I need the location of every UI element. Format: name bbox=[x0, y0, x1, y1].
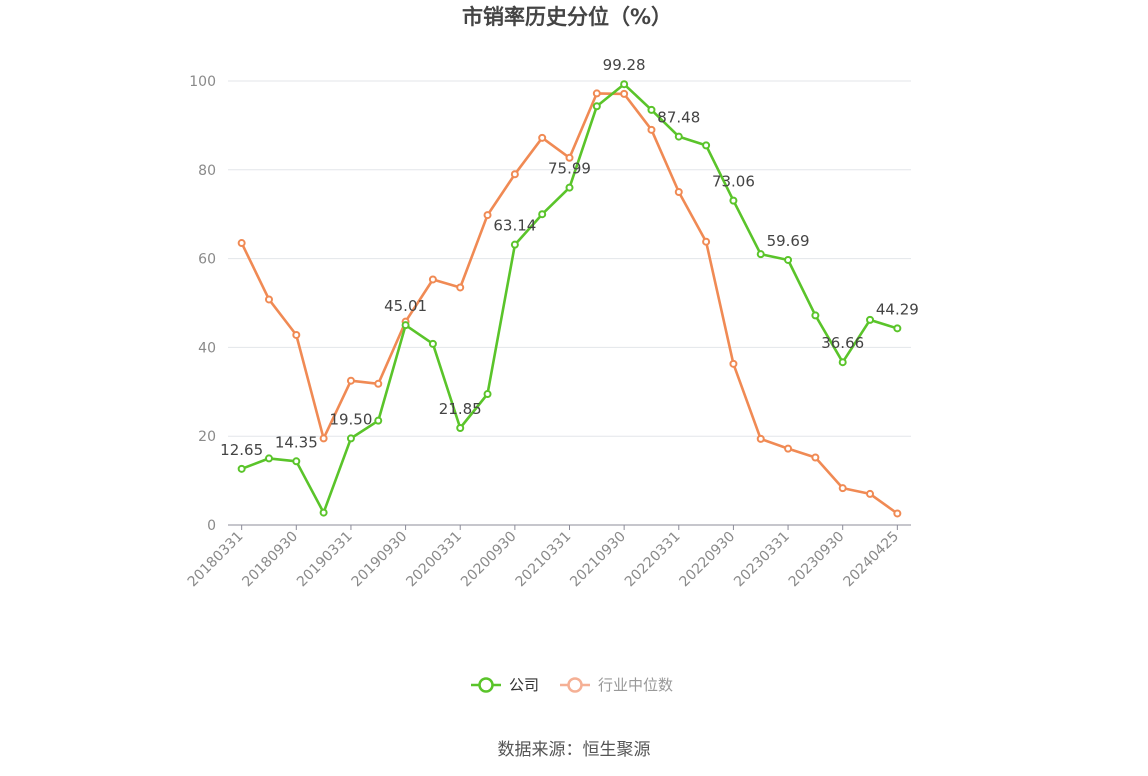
legend-label: 行业中位数 bbox=[598, 676, 673, 694]
data-point bbox=[674, 132, 683, 141]
data-point bbox=[620, 89, 629, 98]
chart-title: 市销率历史分位（%） bbox=[462, 5, 672, 29]
data-point bbox=[565, 153, 574, 162]
x-tick-label: 20180331 bbox=[185, 529, 247, 591]
series-line bbox=[241, 82, 898, 514]
data-point bbox=[702, 237, 711, 246]
x-tick-label: 20190331 bbox=[294, 529, 356, 591]
data-point bbox=[510, 170, 519, 179]
x-tick-label: 20200331 bbox=[403, 529, 465, 591]
data-point bbox=[592, 102, 601, 111]
data-point bbox=[592, 89, 601, 98]
y-tick-label: 60 bbox=[198, 252, 216, 268]
data-point bbox=[538, 210, 547, 219]
data-label: 59.69 bbox=[767, 232, 810, 250]
data-point bbox=[756, 250, 765, 259]
data-point bbox=[292, 330, 301, 339]
legend: 公司 行业中位数 bbox=[471, 676, 673, 694]
x-tick-label: 20220331 bbox=[622, 529, 684, 591]
data-point bbox=[674, 188, 683, 196]
x-tick-label: 20180930 bbox=[239, 529, 301, 591]
data-label: 21.85 bbox=[439, 400, 482, 418]
data-point bbox=[346, 376, 355, 385]
data-point bbox=[647, 105, 656, 114]
legend-label: 公司 bbox=[509, 676, 539, 694]
data-point bbox=[866, 315, 875, 324]
data-point bbox=[374, 379, 383, 388]
legend-marker bbox=[478, 677, 494, 693]
data-labels: 12.65 14.35 19.50 45.01 21.85 63.14 75.99 99.28… bbox=[220, 56, 919, 459]
data-point bbox=[510, 240, 519, 249]
data-label: 12.65 bbox=[220, 441, 263, 459]
data-point bbox=[456, 283, 465, 292]
data-label: 73.06 bbox=[712, 173, 755, 191]
x-tick-label: 20200930 bbox=[458, 529, 520, 591]
legend-item-company: 公司 bbox=[471, 676, 539, 694]
data-point bbox=[374, 416, 383, 425]
series-company bbox=[237, 80, 902, 517]
data-point bbox=[428, 339, 437, 348]
grid bbox=[228, 80, 911, 437]
x-tick-label: 20190930 bbox=[349, 529, 411, 591]
data-point bbox=[838, 484, 847, 493]
data-label: 75.99 bbox=[548, 160, 591, 178]
legend-item-industry-median: 行业中位数 bbox=[560, 676, 673, 694]
x-axis: 2018033120180930201903312019093020200331… bbox=[185, 524, 911, 591]
y-tick-label: 0 bbox=[207, 518, 216, 534]
data-point bbox=[620, 80, 629, 89]
x-tick-label: 20220930 bbox=[677, 529, 739, 591]
data-label: 99.28 bbox=[603, 56, 646, 74]
data-point bbox=[538, 133, 547, 142]
data-source: 数据来源：恒生聚源 bbox=[498, 740, 651, 760]
y-tick-label: 100 bbox=[189, 74, 216, 90]
data-point bbox=[319, 508, 328, 517]
series-lines bbox=[237, 80, 902, 518]
data-label: 19.50 bbox=[329, 410, 372, 428]
data-point bbox=[729, 196, 738, 205]
y-axis-ticks: 0 20 40 60 80 100 bbox=[189, 74, 216, 534]
data-point bbox=[784, 255, 793, 264]
data-point bbox=[647, 125, 656, 134]
data-point bbox=[565, 183, 574, 192]
data-point bbox=[428, 275, 437, 284]
data-point bbox=[483, 211, 492, 220]
data-point bbox=[838, 358, 847, 367]
data-point bbox=[456, 423, 465, 432]
data-label: 45.01 bbox=[384, 297, 427, 315]
data-point bbox=[237, 464, 246, 473]
data-point bbox=[346, 434, 355, 443]
x-tick-label: 20230930 bbox=[786, 529, 848, 591]
data-point bbox=[264, 454, 273, 463]
data-label: 87.48 bbox=[657, 109, 700, 127]
data-point bbox=[893, 509, 902, 518]
data-point bbox=[811, 453, 820, 462]
data-point bbox=[893, 324, 902, 333]
data-point bbox=[264, 295, 273, 304]
data-label: 14.35 bbox=[275, 433, 318, 451]
data-point bbox=[811, 311, 820, 320]
x-tick-label: 20210930 bbox=[567, 529, 629, 591]
data-point bbox=[483, 390, 492, 399]
y-tick-label: 20 bbox=[198, 429, 216, 445]
data-label: 44.29 bbox=[876, 300, 919, 318]
data-point bbox=[702, 141, 711, 150]
data-label: 63.14 bbox=[493, 217, 536, 235]
data-point bbox=[401, 321, 410, 330]
data-point bbox=[729, 359, 738, 368]
y-tick-label: 40 bbox=[198, 340, 216, 356]
x-tick-label: 20210331 bbox=[513, 529, 575, 591]
data-point bbox=[237, 239, 246, 248]
data-point bbox=[784, 444, 793, 453]
data-point bbox=[756, 434, 765, 443]
series-industry-median bbox=[237, 89, 902, 518]
x-tick-label: 20230331 bbox=[731, 529, 793, 591]
data-point bbox=[292, 457, 301, 466]
legend-marker bbox=[567, 677, 583, 693]
data-label: 36.66 bbox=[821, 334, 864, 352]
data-point bbox=[866, 489, 875, 498]
y-tick-label: 80 bbox=[198, 163, 216, 179]
x-tick-label: 20240425 bbox=[840, 529, 902, 591]
data-point bbox=[319, 434, 328, 443]
